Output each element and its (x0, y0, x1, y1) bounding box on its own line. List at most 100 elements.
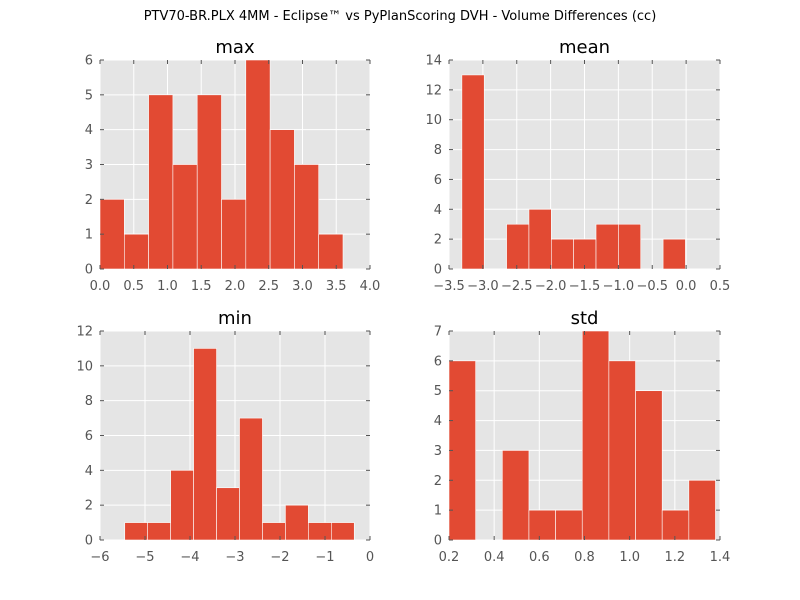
histogram-bar (147, 522, 171, 541)
y-tick-label: 3 (434, 444, 442, 459)
histogram-bar (172, 164, 198, 270)
y-tick-label: 0 (434, 263, 442, 278)
x-tick-label: 1.4 (710, 550, 731, 565)
y-tick-label: 12 (425, 83, 442, 98)
x-tick-label: −2.0 (535, 279, 567, 294)
histogram-bar (318, 233, 344, 270)
x-tick-label: 2.5 (258, 279, 279, 294)
x-tick-label: 1.5 (191, 279, 212, 294)
histogram-bar (662, 238, 686, 270)
histogram-bar (501, 450, 530, 541)
y-tick-label: 10 (76, 359, 93, 374)
histogram-bar (216, 487, 240, 541)
x-tick-label: −2.5 (501, 279, 533, 294)
histogram-bar (148, 94, 174, 270)
x-tick-label: 0.4 (484, 550, 505, 565)
x-tick-label: −5 (135, 550, 154, 565)
histogram-bar (573, 238, 597, 270)
histogram-bar (528, 509, 556, 541)
histogram-bar (308, 522, 332, 541)
histogram-bar (170, 470, 194, 541)
subplot-title: max (215, 37, 255, 58)
y-tick-label: 7 (434, 325, 442, 340)
x-tick-label: 3.0 (292, 279, 313, 294)
x-tick-label: 0.2 (439, 550, 460, 565)
y-tick-label: 1 (85, 228, 93, 243)
x-tick-label: 1.2 (664, 550, 685, 565)
histogram-bar (635, 390, 663, 541)
y-tick-label: 3 (85, 158, 93, 173)
y-tick-label: 6 (434, 173, 442, 188)
histogram-bar (506, 223, 530, 270)
y-tick-label: 4 (434, 414, 442, 429)
subplot-min: −6 −5 −4 −3 −2 −1 0 0 2 4 6 8 10 12 min (76, 308, 374, 565)
y-tick-label: 2 (434, 474, 442, 489)
x-tick-label: −4 (180, 550, 199, 565)
histogram-bar (124, 233, 149, 270)
subplot-title: mean (559, 37, 610, 58)
x-tick-label: 0.6 (529, 550, 550, 565)
x-tick-label: −1.0 (603, 279, 635, 294)
y-tick-label: 8 (434, 143, 442, 158)
histogram-bar (193, 348, 217, 541)
subplot-mean: −3.5 −3.0 −2.5 −2.0 −1.5 −1.0 −0.5 0.0 0.5 0 2 4 6 8 1… (425, 37, 730, 294)
y-tick-label: 8 (85, 394, 93, 409)
subplot-std: 0.2 0.4 0.6 0.8 1.0 1.2 1.4 0 1 2 3 4 5 6 7 std (434, 308, 731, 565)
x-tick-label: 1.0 (157, 279, 178, 294)
x-tick-label: −6 (90, 550, 109, 565)
x-tick-label: 0.5 (123, 279, 144, 294)
histogram-bar (245, 59, 271, 270)
y-tick-label: 0 (434, 534, 442, 549)
subplot-title: min (218, 308, 252, 329)
y-tick-label: 6 (85, 429, 93, 444)
histogram-bar (661, 509, 690, 541)
y-tick-label: 4 (85, 123, 93, 138)
x-tick-label: 0 (366, 550, 374, 565)
x-tick-label: −3.5 (433, 279, 465, 294)
y-tick-label: 4 (434, 203, 442, 218)
x-tick-label: −3 (225, 550, 244, 565)
figure-title: PTV70-BR.PLX 4MM - Eclipse™ vs PyPlanSco… (143, 9, 657, 24)
y-tick-label: 5 (85, 88, 93, 103)
y-tick-label: 6 (85, 54, 93, 69)
y-tick-label: 1 (434, 504, 442, 519)
y-tick-label: 6 (434, 354, 442, 369)
histogram-bar (196, 94, 222, 270)
x-tick-label: 0.0 (90, 279, 111, 294)
x-tick-label: −2 (270, 550, 289, 565)
x-tick-label: −0.5 (636, 279, 668, 294)
histogram-bar (262, 522, 286, 541)
y-tick-label: 2 (85, 193, 93, 208)
histogram-bar (618, 223, 642, 270)
histogram-bar (448, 360, 476, 541)
x-tick-label: 0.5 (710, 279, 731, 294)
x-tick-label: −3.0 (467, 279, 499, 294)
y-tick-label: 4 (85, 464, 93, 479)
histogram-bar (595, 223, 619, 270)
y-tick-label: 0 (85, 263, 93, 278)
subplot-title: std (571, 308, 599, 329)
histogram-bar (124, 522, 149, 541)
y-tick-label: 0 (85, 534, 93, 549)
histogram-bar (688, 479, 716, 541)
x-tick-label: 4.0 (360, 279, 381, 294)
histogram-bar (555, 509, 583, 541)
x-tick-label: −1.5 (569, 279, 601, 294)
histogram-bar (99, 199, 125, 270)
y-tick-label: 10 (425, 113, 442, 128)
x-tick-label: −1 (315, 550, 334, 565)
histogram-bar (581, 330, 610, 541)
x-tick-label: 1.0 (619, 550, 640, 565)
x-tick-label: 0.0 (676, 279, 697, 294)
histogram-bar (285, 504, 309, 541)
histogram-bar (528, 208, 552, 270)
y-tick-label: 5 (434, 384, 442, 399)
y-tick-label: 2 (434, 233, 442, 248)
histogram-bar (239, 417, 263, 541)
histogram-bar (221, 199, 247, 270)
x-tick-label: 2.0 (225, 279, 246, 294)
x-tick-label: 3.5 (326, 279, 347, 294)
histogram-bar (330, 522, 355, 541)
y-tick-label: 14 (425, 54, 442, 69)
